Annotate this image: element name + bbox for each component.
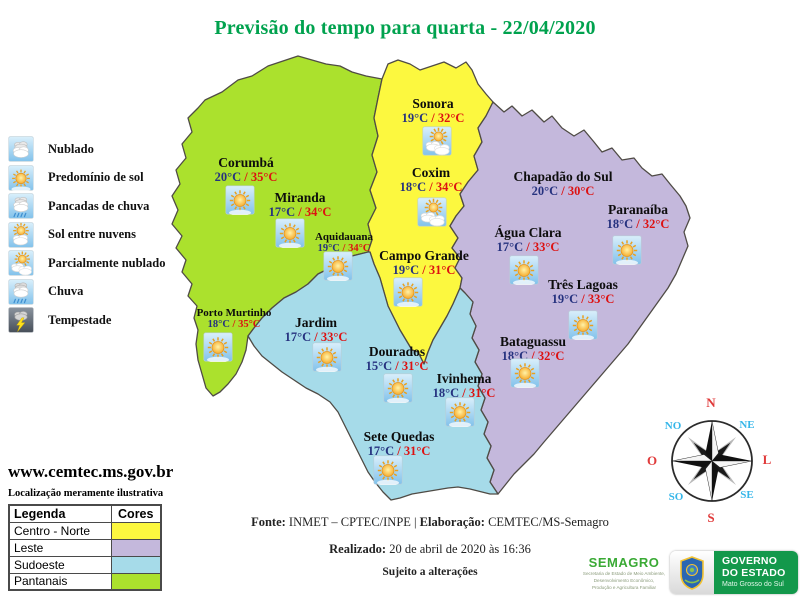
rain-showers-icon [8, 193, 34, 219]
elaboracao-text: CEMTEC/MS-Semagro [484, 515, 609, 529]
generated-line: Realizado: 20 de abril de 2020 às 16:36 [205, 542, 655, 557]
compass-northeast-label: NE [739, 419, 755, 431]
compass-northwest-label: NO [664, 420, 682, 432]
source-line: Fonte: INMET – CPTEC/INPE | Elaboração: … [205, 515, 655, 530]
semagro-subtitle-line: Produção e Agricultura Familiar [591, 584, 657, 590]
semagro-logo: SEMAGRO Secretaria de Estado de Meio Amb… [581, 555, 667, 592]
semagro-wordmark: SEMAGRO [588, 555, 660, 570]
semagro-subtitle: Secretaria de Estado de Meio Ambiente, De… [581, 571, 667, 592]
governo-line2: DO ESTADO [722, 566, 786, 579]
page-title: Previsão do tempo para quarta - 22/04/20… [214, 17, 596, 39]
region-leste [449, 101, 691, 495]
compass-southeast-label: SE [740, 489, 754, 501]
region-legend-row: Pantanais [8, 572, 162, 591]
weather-legend-item: Chuva [8, 278, 84, 305]
fonte-text: INMET – CPTEC/INPE [285, 515, 415, 529]
weather-legend-label: Nublado [48, 141, 94, 156]
separator: | [414, 515, 417, 529]
region-legend-row: Leste [8, 538, 162, 557]
semagro-subtitle-line: Secretaria de Estado de Meio Ambiente, [582, 571, 666, 576]
fonte-label: Fonte: [251, 515, 286, 529]
cemtec-website-link[interactable]: www.cemtec.ms.gov.br [8, 462, 174, 481]
compass-west-label: O [646, 453, 658, 468]
semagro-subtitle-line: Desenvolvimento Econômico, [593, 577, 655, 583]
compass-south-label: S [707, 510, 715, 525]
compass-east-label: L [762, 452, 772, 467]
weather-legend-item: Pancadas de chuva [8, 193, 149, 219]
location-disclaimer: Localização meramente ilustrativa [8, 488, 164, 499]
weather-legend-label: Parcialmente nublado [48, 255, 166, 270]
governo-text-block: GOVERNO DO ESTADO Mato Grosso do Sul [714, 551, 798, 594]
storm-icon [8, 307, 34, 333]
region-legend-row: Centro - Norte [8, 521, 162, 540]
realizado-text: 20 de abril de 2020 às 16:36 [386, 542, 531, 556]
realizado-label: Realizado: [329, 542, 387, 556]
region-color-swatch [110, 555, 162, 574]
ms-coat-of-arms-icon [670, 551, 714, 594]
partly-cloudy-icon [8, 250, 34, 276]
weather-legend-label: Pancadas de chuva [48, 198, 150, 213]
governo-line3: Mato Grosso do Sul [722, 581, 784, 589]
region-color-swatch [110, 572, 162, 591]
compass-southwest-label: SO [668, 491, 684, 503]
elaboracao-label: Elaboração: [416, 515, 485, 529]
cloudy-icon [8, 136, 34, 162]
sunny-icon [8, 164, 34, 192]
compass-star [671, 420, 753, 502]
weather-legend-label: Tempestade [48, 312, 112, 327]
region-name: Pantanais [8, 572, 112, 591]
sun-and-cloud-icon [8, 221, 34, 248]
region-name: Sudoeste [8, 555, 112, 574]
region-sudoeste [247, 251, 499, 501]
governo-line1: GOVERNO [722, 555, 778, 567]
rain-icon [8, 278, 34, 305]
colors-header: Cores [110, 504, 162, 523]
region-color-legend-table: Legenda Cores Centro - Norte Leste Sudoest… [8, 504, 162, 591]
governo-do-estado-logo: GOVERNO DO ESTADO Mato Grosso do Sul [670, 551, 798, 594]
weather-legend-item: Tempestade [8, 307, 111, 333]
weather-legend-item: Parcialmente nublado [8, 250, 165, 276]
weather-legend-item: Nublado [8, 136, 94, 162]
weather-legend-label: Sol entre nuvens [48, 227, 136, 241]
compass-north-label: N [706, 395, 716, 410]
legend-header: Legenda [8, 504, 112, 523]
weather-legend-label: Predomínio de sol [48, 170, 144, 184]
region-name: Leste [8, 538, 112, 557]
weather-legend-item: Sol entre nuvens [8, 221, 136, 248]
weather-legend-item: Predomínio de sol [8, 164, 144, 192]
subject-to-change-note: Sujeito a alterações [382, 566, 478, 578]
region-color-swatch [110, 538, 162, 557]
region-name: Centro - Norte [8, 521, 112, 540]
weather-legend-label: Chuva [48, 284, 84, 298]
region-legend-row: Sudoeste [8, 555, 162, 574]
region-color-swatch [110, 521, 162, 540]
